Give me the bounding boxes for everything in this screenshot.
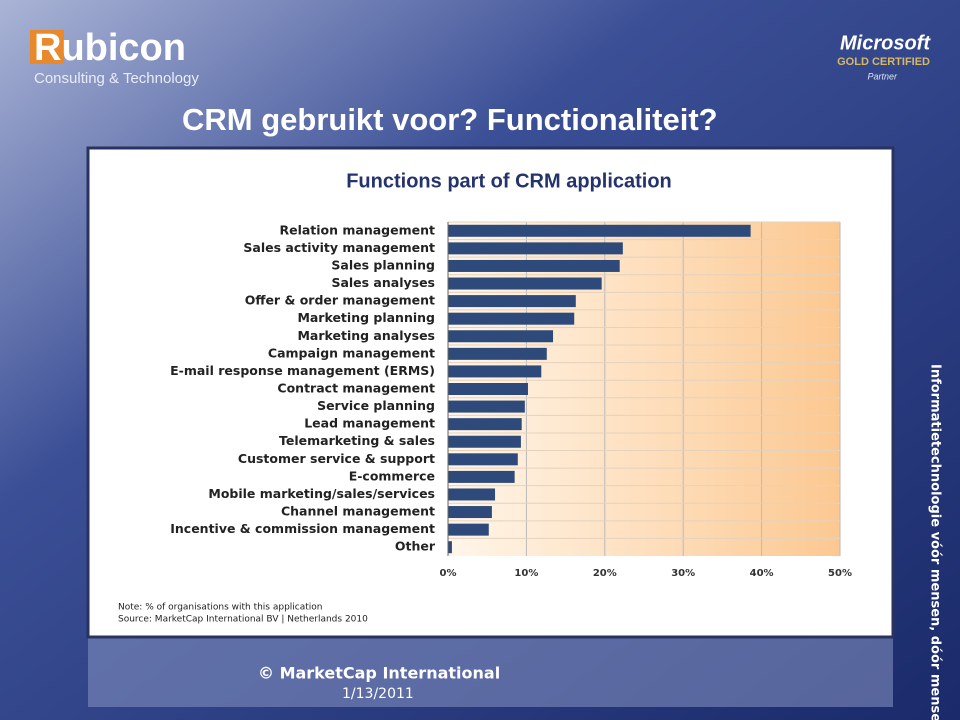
y-tick-label: Telemarketing & sales [279, 433, 435, 448]
bar [448, 488, 496, 501]
x-tick-label: 30% [671, 568, 695, 579]
y-tick-label: Service planning [317, 398, 435, 413]
logo-tagline: Consulting & Technology [34, 70, 199, 87]
y-tick-label: Other [395, 539, 436, 554]
bar [448, 365, 542, 378]
side-text: Informatietechnologie vóór mensen, dóór … [928, 364, 943, 720]
y-tick-label: Customer service & support [238, 451, 435, 466]
chart-note: Note: % of organisations with this appli… [118, 603, 323, 613]
logo-name: Rubicon [34, 27, 186, 69]
logo-mark [30, 30, 64, 64]
bar [448, 383, 528, 395]
footer-copyright: © MarketCap International [258, 664, 500, 683]
y-tick-label: Campaign management [268, 345, 435, 360]
y-tick-label: Marketing analyses [297, 328, 435, 343]
bar [448, 259, 620, 272]
bar [448, 523, 489, 536]
footer-date: 1/13/2011 [342, 686, 414, 702]
y-tick-label: Channel management [281, 504, 435, 519]
bar [448, 435, 521, 448]
y-tick-label: Marketing planning [297, 310, 435, 325]
bar [448, 541, 452, 554]
bar [448, 453, 518, 466]
x-tick-label: 50% [828, 568, 852, 579]
bar [448, 470, 515, 483]
bar [448, 330, 554, 343]
bar [448, 506, 492, 519]
slide-title: CRM gebruikt voor? Functionaliteit? [182, 102, 718, 137]
bar [448, 400, 525, 413]
y-tick-label: Relation management [279, 222, 435, 237]
bar [448, 347, 547, 360]
y-tick-label: Incentive & commission management [170, 521, 435, 536]
bar [448, 295, 576, 308]
x-tick-label: 0% [440, 568, 457, 579]
x-tick-label: 40% [750, 568, 774, 579]
y-tick-label: Offer & order management [245, 293, 435, 308]
chart-note: Source: MarketCap International BV | Net… [118, 615, 368, 625]
partner-brand: Microsoft [840, 32, 931, 54]
y-tick-label: E-mail response management (ERMS) [170, 363, 435, 378]
x-tick-label: 20% [593, 568, 617, 579]
partner-kind: Partner [867, 71, 898, 81]
y-tick-label: Lead management [304, 416, 435, 431]
y-tick-label: Contract management [277, 381, 435, 396]
bar [448, 242, 623, 255]
bar [448, 277, 602, 290]
y-tick-label: Sales activity management [243, 240, 435, 255]
partner-level: GOLD CERTIFIED [837, 56, 930, 68]
bar [448, 224, 751, 237]
y-tick-label: Sales analyses [331, 275, 435, 290]
x-tick-label: 10% [514, 568, 538, 579]
footer-band [88, 635, 893, 707]
y-tick-label: Mobile marketing/sales/services [208, 486, 435, 501]
y-tick-label: Sales planning [331, 257, 435, 272]
bar [448, 312, 575, 325]
bar [448, 418, 522, 431]
y-tick-label: E-commerce [349, 468, 435, 483]
chart-title: Functions part of CRM application [346, 170, 672, 192]
